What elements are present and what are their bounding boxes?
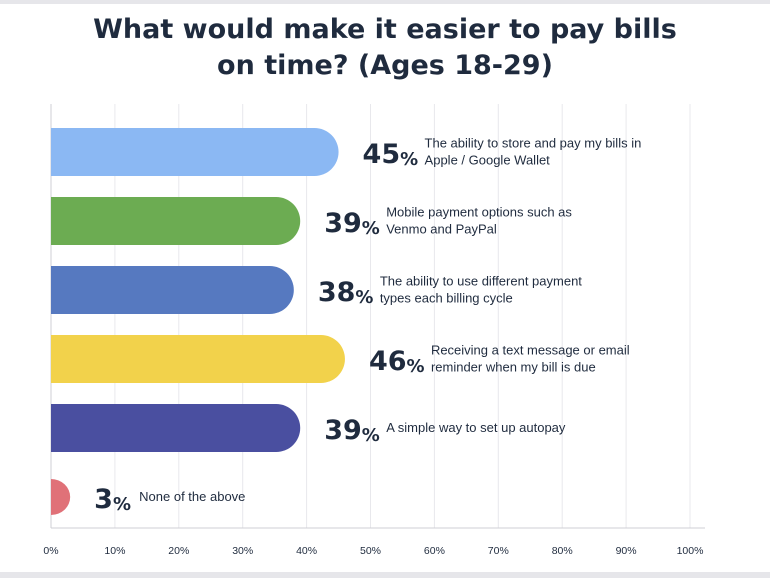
x-tick-label: 0% [43, 545, 58, 557]
bar-2 [51, 197, 301, 246]
x-tick-label: 30% [232, 545, 253, 557]
x-tick-label: 80% [552, 545, 573, 557]
value-label: 38% [318, 277, 374, 308]
bar-3 [51, 266, 294, 314]
category-label: Receiving a text message or email reminde… [431, 343, 630, 375]
value-label: 3% [94, 484, 131, 515]
bottom-frame [0, 572, 770, 578]
top-frame [0, 0, 770, 4]
category-label: A simple way to set up autopay [386, 420, 566, 435]
bar-5 [51, 404, 301, 452]
bar-1 [51, 128, 339, 176]
x-tick-label: 40% [296, 545, 317, 557]
value-label: 39% [324, 415, 380, 446]
category-label: The ability to use different payment type… [380, 274, 582, 306]
x-tick-label: 10% [104, 545, 125, 557]
bar-4 [51, 335, 345, 383]
x-tick-label: 90% [616, 545, 637, 557]
x-tick-label: 20% [168, 545, 189, 557]
x-tick-label: 60% [424, 545, 445, 557]
value-label: 45% [363, 139, 419, 170]
category-label: The ability to store and pay my bills in… [425, 136, 642, 168]
chart-title: What would make it easier to pay bills o… [0, 12, 770, 84]
chart-title-line-2: on time? (Ages 18-29) [217, 50, 553, 81]
x-tick-label: 100% [677, 545, 704, 557]
category-label: Mobile payment options such as Venmo and … [386, 205, 572, 237]
bar-6 [51, 479, 71, 515]
x-tick-label: 50% [360, 545, 381, 557]
value-label: 46% [369, 346, 425, 377]
value-label: 39% [324, 208, 380, 239]
category-label: None of the above [139, 489, 245, 504]
x-tick-label: 70% [488, 545, 509, 557]
chart-title-line-1: What would make it easier to pay bills [93, 14, 677, 45]
